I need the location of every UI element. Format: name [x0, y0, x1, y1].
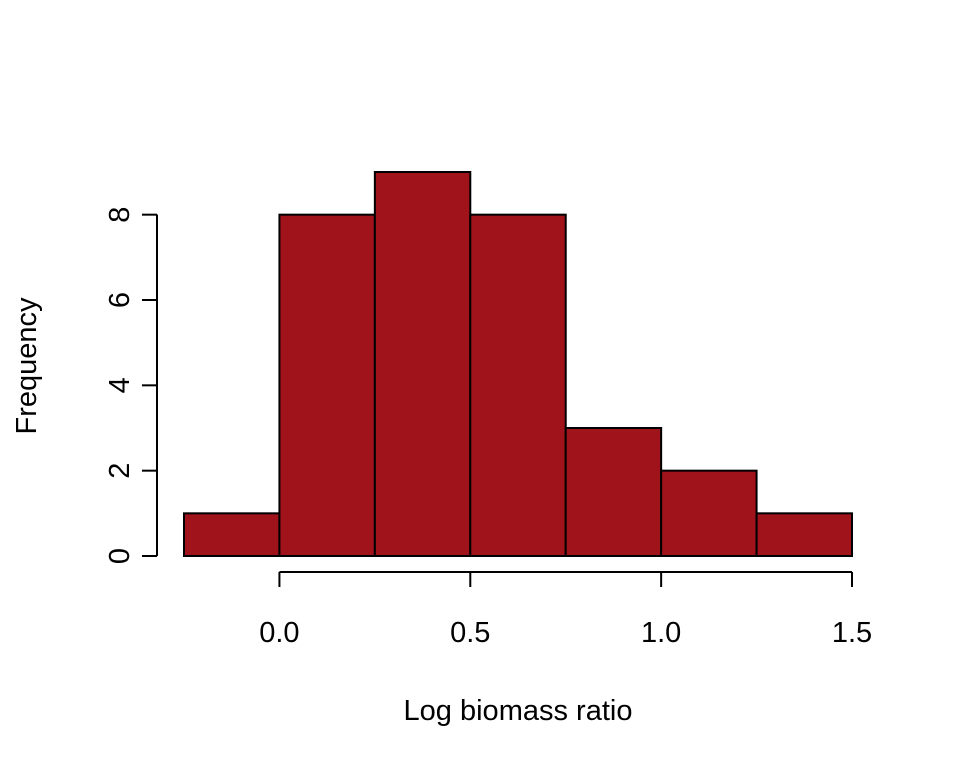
x-tick-label-3: 1.5: [832, 617, 872, 649]
y-tick-label-4: 8: [104, 207, 136, 223]
y-axis-label: Frequency: [11, 297, 43, 435]
x-tick-label-2: 1.0: [641, 617, 681, 649]
x-tick-label-1: 0.5: [450, 617, 490, 649]
bars-layer: [183, 171, 853, 558]
histogram-bar-0: [183, 512, 281, 557]
y-tick-label-2: 4: [104, 377, 136, 393]
x-axis: 0.0 0.5 1.0 1.5: [259, 571, 872, 649]
x-axis-label: Log biomass ratio: [404, 695, 633, 727]
x-tick-label-0: 0.0: [259, 617, 299, 649]
histogram-bar-2: [373, 171, 472, 557]
y-axis: 0 2 4 6 8: [104, 207, 158, 564]
histogram-bar-6: [755, 512, 853, 557]
histogram-bar-3: [469, 213, 567, 558]
y-tick-label-3: 6: [104, 292, 136, 308]
histogram-bar-1: [278, 213, 376, 558]
y-tick-label-0: 0: [104, 548, 136, 564]
y-tick-label-1: 2: [104, 463, 136, 479]
histogram-bar-4: [564, 427, 663, 557]
histogram-bar-5: [660, 469, 758, 557]
